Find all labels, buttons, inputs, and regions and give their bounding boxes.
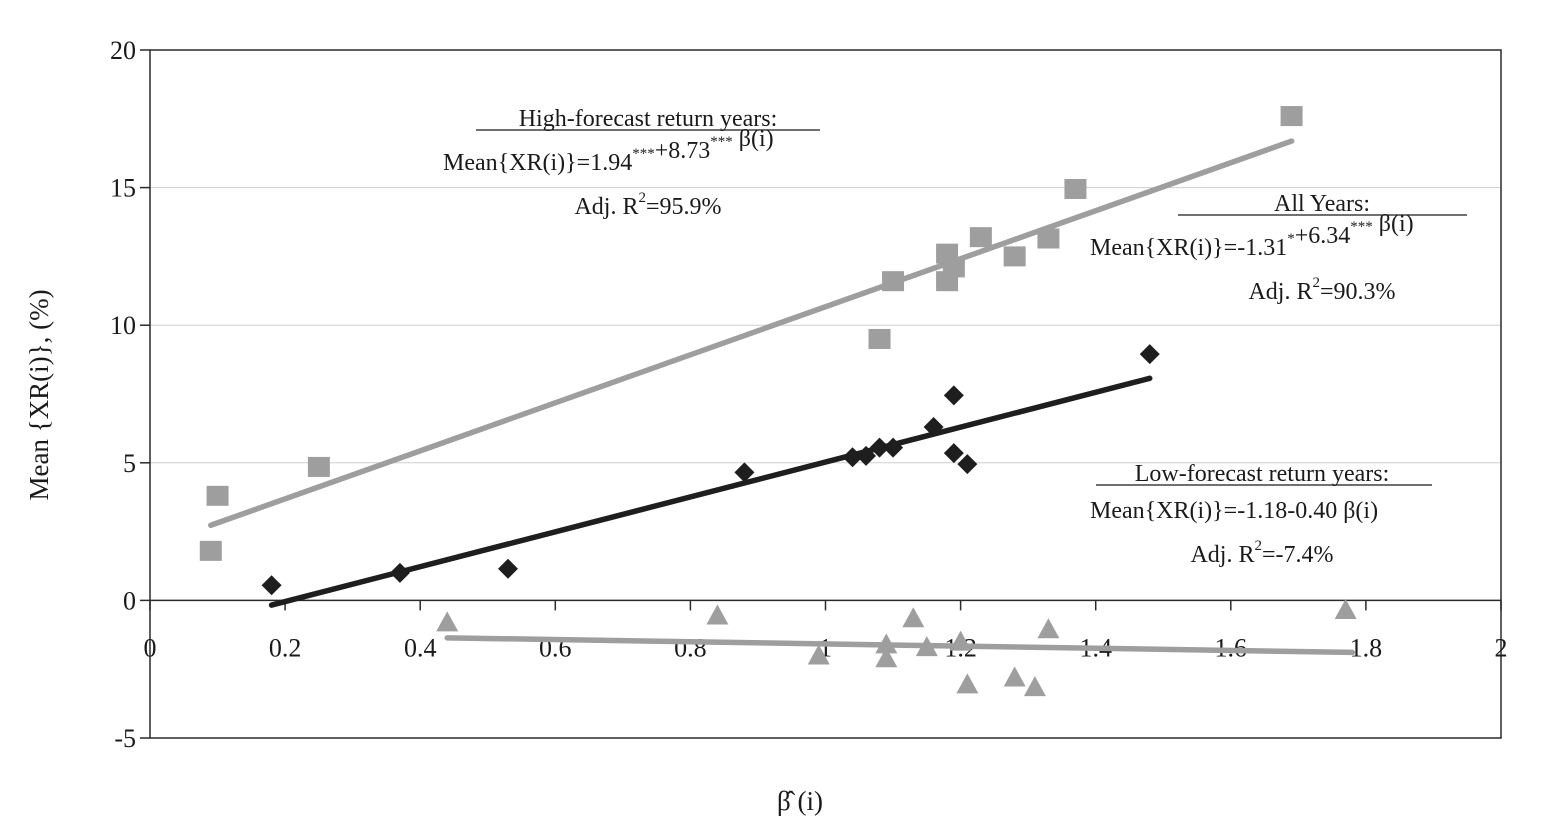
data-points [199,106,1357,697]
point-high [868,328,891,349]
annotation-r-squared: Adj. R2=90.3% [1248,275,1395,305]
equation-beta: β(i) [1337,498,1378,524]
r-squared-label: Adj. R [1248,279,1312,305]
r-squared-label: Adj. R [1190,542,1254,568]
r-squared-value: =95.9% [646,194,722,220]
r-squared-superscript: 2 [1312,275,1320,291]
y-tick-label: 20 [110,36,136,65]
point-all [883,437,904,458]
point-all [498,558,519,579]
point-low [875,647,898,668]
r-squared-superscript: 2 [1254,538,1262,554]
regression-line-low [444,635,1356,656]
y-tick-label: 5 [123,449,136,478]
point-high [1064,178,1087,199]
y-tick-label: 0 [123,586,136,615]
equation-intercept-significance: *** [632,146,655,162]
point-high [969,227,992,248]
y-axis-title: Mean {XR(i)}, (%) [24,289,54,500]
point-low [1334,599,1357,620]
point-high [1280,106,1303,127]
x-tick-label: 2 [1495,633,1508,662]
annotation-r-squared: Adj. R2=-7.4% [1190,538,1333,568]
equation-slope-significance: *** [1350,219,1373,235]
point-all [943,385,964,406]
point-all [943,443,964,464]
annotation-high: High-forecast return years:Mean{XR(i)}=1… [443,106,820,220]
x-axis-title: β̂ (i) [777,786,823,816]
point-all [869,437,890,458]
annotation-r-squared: Adj. R2=95.9% [574,190,721,220]
regression-lines [208,138,1356,656]
equation-slope: +8.73 [655,138,711,164]
equation-intercept-significance: * [1287,231,1295,247]
equation-slope-significance: *** [710,134,733,150]
x-tick-label: 0.8 [674,633,707,662]
point-high [1037,228,1060,249]
point-low [902,607,925,628]
point-low [436,611,459,632]
regression-line-all [268,375,1153,608]
annotation-all: All Years:Mean{XR(i)}=-1.31*+6.34*** β(i… [1090,191,1467,305]
regression-annotations: High-forecast return years:Mean{XR(i)}=1… [443,106,1467,568]
r-squared-value: =-7.4% [1262,542,1334,568]
equation-intercept: Mean{XR(i)}=1.94 [443,150,632,176]
annotation-title: High-forecast return years: [519,106,778,132]
point-high [307,456,330,477]
point-all [842,447,863,468]
y-tick-label: 15 [110,174,136,203]
point-low [807,644,830,665]
point-all [389,562,410,583]
plot-area-frame [149,49,1502,739]
regression-line-high [208,138,1295,529]
point-low [949,630,972,651]
x-tick-label: 0.4 [404,633,437,662]
point-low [706,604,729,625]
r-squared-label: Adj. R [574,194,638,220]
point-low [1003,666,1026,687]
point-low [1037,618,1060,639]
equation-intercept: Mean{XR(i)}=-1.31 [1090,235,1287,261]
x-tick-label: 0 [144,633,157,662]
annotation-title: Low-forecast return years: [1135,461,1390,487]
point-low [875,633,898,654]
x-tick-label: 0.2 [269,633,302,662]
x-tick-label: 1.8 [1350,633,1383,662]
equation-beta: β(i) [1373,211,1414,237]
point-all [923,417,944,438]
point-all [856,445,877,466]
y-axis-ticks: -5 0 5 10 15 20 [110,36,150,753]
point-all [734,462,755,483]
y-tick-label: 10 [110,311,136,340]
annotation-low: Low-forecast return years: Mean{XR(i)}=-1… [1090,461,1432,568]
point-high [206,485,229,506]
point-high [199,540,222,561]
point-all [1139,344,1160,365]
point-high [942,257,965,278]
point-high [882,271,905,292]
point-low [915,636,938,657]
equation-slope: +6.34 [1295,223,1351,249]
point-low [956,673,979,694]
r-squared-superscript: 2 [638,190,646,206]
annotation-equation: Mean{XR(i)}=-1.31*+6.34*** β(i) [1090,211,1414,261]
point-low [1023,676,1046,697]
point-all [957,454,978,475]
annotation-title: All Years: [1274,191,1370,217]
equation-beta: β(i) [733,126,774,152]
y-tick-label: -5 [114,724,136,753]
annotation-equation: Mean{XR(i)}=-1.18-0.40 β(i) [1090,498,1378,524]
point-high [1003,246,1026,267]
equation-intercept: Mean{XR(i)}=-1.18-0.40 [1090,498,1337,524]
r-squared-value: =90.3% [1320,279,1396,305]
annotation-equation: Mean{XR(i)}=1.94***+8.73*** β(i) [443,126,774,176]
point-all [261,575,282,596]
